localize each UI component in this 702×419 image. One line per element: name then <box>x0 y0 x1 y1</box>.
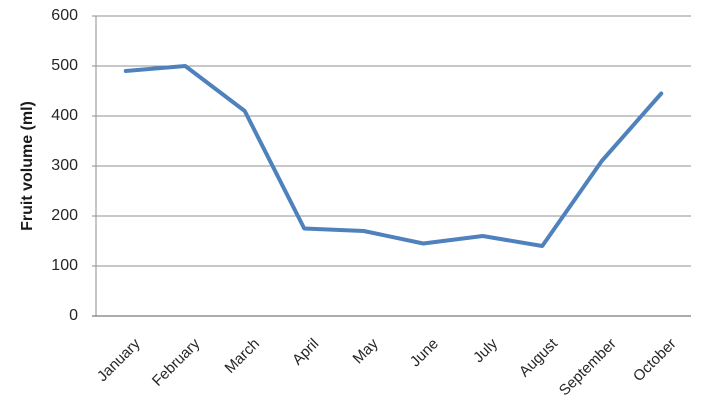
y-tick-label-600: 600 <box>51 7 78 24</box>
data-series-line-fruit-volume <box>123 64 664 248</box>
y-tick-label-100: 100 <box>51 257 78 274</box>
y-tick-label-0: 0 <box>69 307 78 324</box>
y-tick-label-500: 500 <box>51 57 78 74</box>
y-tick-label-300: 300 <box>51 157 78 174</box>
y-tick-label-400: 400 <box>51 107 78 124</box>
y-tick-label-200: 200 <box>51 207 78 224</box>
